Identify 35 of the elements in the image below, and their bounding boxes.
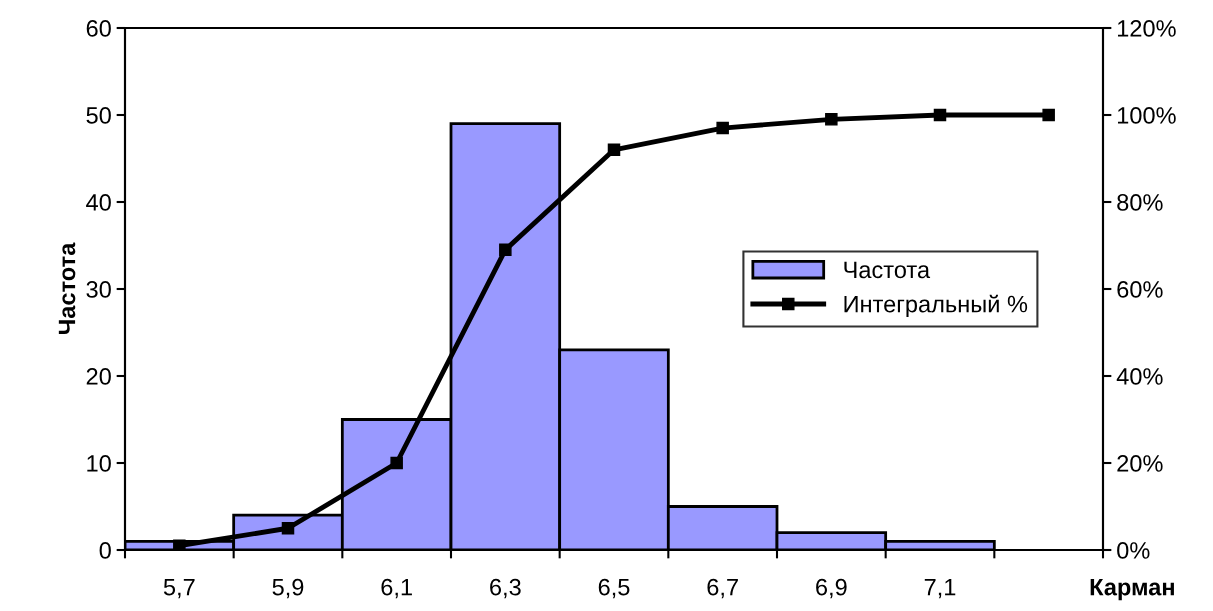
y2-tick-label: 100% xyxy=(1117,107,1176,124)
point xyxy=(607,143,621,157)
y2-tick-label: 20% xyxy=(1117,455,1163,472)
point xyxy=(173,539,186,550)
y2-tick-label: 0% xyxy=(1117,542,1150,559)
point xyxy=(933,108,947,122)
point xyxy=(499,243,512,257)
y-tick-label: 30 xyxy=(86,281,111,298)
x-axis-title: Карман xyxy=(1090,579,1174,601)
y-tick-label: 10 xyxy=(87,455,111,472)
y2-tick-label: 80% xyxy=(1117,194,1163,211)
x-tick-label: 6,3 xyxy=(490,578,521,599)
x-tick-label: 6,5 xyxy=(598,578,630,599)
x-tick-label: 5,9 xyxy=(272,578,304,599)
x-tick-label: 6,9 xyxy=(816,578,847,599)
x-tick-label: 6,7 xyxy=(707,578,738,599)
y-tick-label: 50 xyxy=(86,107,111,124)
y-tick-label: 40 xyxy=(86,194,111,211)
y2-tick-label: 60% xyxy=(1117,281,1163,298)
y2-tick-label: 40% xyxy=(1116,368,1163,385)
x-tick-label: 6,1 xyxy=(381,578,412,599)
y2-tick-label: 120% xyxy=(1117,20,1176,37)
legend-label: Частота xyxy=(844,261,931,279)
y-axis-title: Частота xyxy=(58,242,76,335)
x-tick-label: 7,1 xyxy=(924,579,956,599)
point xyxy=(1042,108,1055,122)
point xyxy=(281,521,295,535)
x-tick-label: 5,7 xyxy=(163,579,195,599)
y-tick-label: 0 xyxy=(99,542,111,559)
y-tick-label: 20 xyxy=(86,368,111,385)
y-tick-label: 60 xyxy=(86,20,111,37)
point xyxy=(390,456,403,470)
point xyxy=(716,121,729,135)
point xyxy=(825,113,838,126)
legend-label: Интегральный % xyxy=(844,294,1028,318)
